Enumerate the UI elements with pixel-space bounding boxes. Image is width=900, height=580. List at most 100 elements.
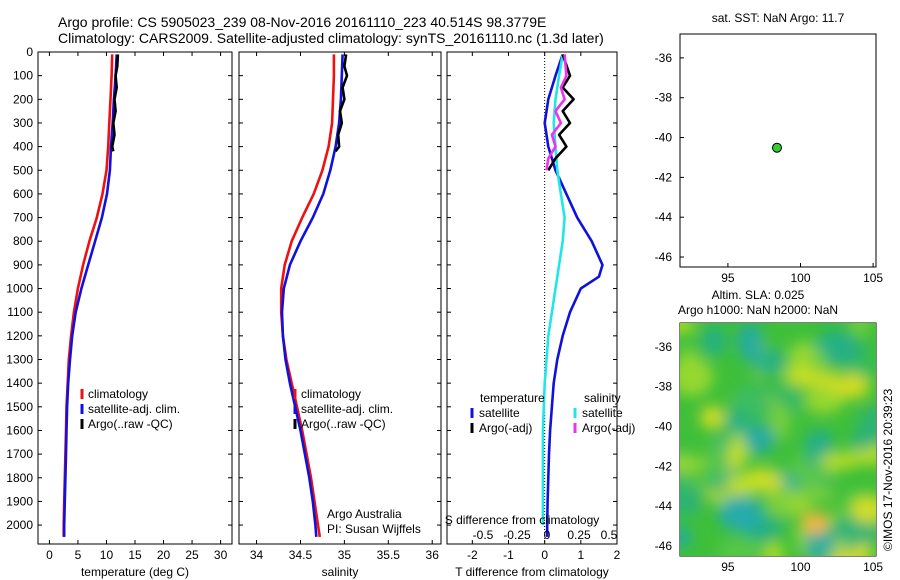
heatmap-blob — [701, 325, 726, 357]
heatmap-blob — [680, 527, 693, 548]
y-tick-label: -44 — [655, 210, 673, 224]
x-tick-label: 100 — [790, 271, 810, 285]
heatmap-blob — [724, 473, 769, 491]
legend-label-argo-raw-qc: Argo(..raw -QC) — [301, 417, 386, 431]
x-tick-label: 0 — [46, 548, 53, 562]
x-tick-label: 10 — [100, 548, 114, 562]
x-tick-label: 2 — [614, 548, 621, 562]
argo-position-marker — [771, 142, 782, 153]
x-tick-label: 34.5 — [289, 548, 313, 562]
y-tick-label: 900 — [13, 258, 33, 272]
y-tick-label: -46 — [655, 250, 673, 264]
y-tick-label: 0 — [26, 45, 33, 59]
y-tick-label: 800 — [13, 234, 33, 248]
y-tick-label: -36 — [655, 340, 673, 354]
heatmap-blob — [803, 530, 837, 556]
series-temperature-argo-adj — [547, 53, 575, 171]
x-tick-label: -1 — [503, 548, 514, 562]
y-tick-label: -36 — [655, 51, 673, 65]
heatmap-blob — [705, 441, 729, 479]
difference-profile-frame — [446, 51, 618, 545]
series-satellite-adj-clim — [280, 54, 344, 537]
y-tick-label: -46 — [655, 539, 673, 553]
series-climatology — [279, 54, 336, 538]
x-tick-label: 95 — [721, 271, 735, 285]
y-tick-label: -44 — [655, 499, 673, 513]
legend-label-satellite-adj-clim: satellite-adj. clim. — [301, 402, 393, 416]
x-tick-label: 15 — [128, 548, 142, 562]
heatmap-blobs — [680, 323, 876, 556]
y-tick-label: 1000 — [6, 282, 33, 296]
x-tick-label: 1 — [577, 548, 584, 562]
y-tick-label: 1400 — [6, 376, 33, 390]
heatmap-blob — [819, 452, 860, 470]
heatmap-blob — [765, 542, 784, 556]
heatmap-blob — [733, 384, 771, 423]
legend-label-satellite-adj-clim: satellite-adj. clim. — [88, 402, 180, 416]
heatmap-blob — [782, 365, 818, 386]
heatmap-cool-spot — [718, 495, 762, 531]
x-axis-label: salinity — [322, 565, 359, 579]
y-tick-label: 500 — [13, 163, 33, 177]
top-axis-label: S difference from climatology — [445, 513, 600, 527]
series-argo-raw-qc — [110, 54, 120, 152]
x-axis-label: temperature (deg C) — [81, 565, 189, 579]
heatmap-blob — [850, 323, 871, 336]
x-tick-label: 34 — [250, 548, 264, 562]
y-tick-label: -38 — [655, 91, 673, 105]
altimetry-heatmap — [680, 323, 876, 556]
series-salinity-argo-adj — [545, 54, 568, 171]
heatmap-blob — [765, 482, 794, 517]
annotation-text: Argo Australia — [327, 507, 402, 521]
series-temperature-satellite — [543, 53, 604, 537]
map-title-line2: Argo h1000: NaN h2000: NaN — [678, 303, 838, 317]
y-tick-label: 1300 — [6, 353, 33, 367]
map-title-line1: Altim. SLA: 0.025 — [712, 288, 805, 302]
y-tick-label: 200 — [13, 92, 33, 106]
heatmap-blob — [680, 454, 705, 474]
heatmap-blob — [717, 537, 765, 556]
heatmap-warm-spot — [801, 512, 829, 534]
x-tick-label: 35 — [338, 548, 352, 562]
series-climatology — [62, 54, 114, 537]
x-tick-label: 30 — [214, 548, 228, 562]
sst-map-frame — [679, 33, 877, 268]
figure-title-line2: Climatology: CARS2009. Satellite-adjuste… — [58, 30, 604, 46]
heatmap-blob — [743, 424, 776, 454]
y-tick-label: -40 — [655, 420, 673, 434]
y-tick-label: 400 — [13, 140, 33, 154]
y-tick-label: 1100 — [7, 305, 33, 319]
y-tick-label: -38 — [655, 380, 673, 394]
x-tick-label: 0 — [541, 548, 548, 562]
heatmap-blob — [680, 356, 713, 397]
y-tick-label: 700 — [13, 211, 33, 225]
x-tick-label: 105 — [863, 560, 883, 574]
heatmap-blob — [857, 405, 876, 445]
x-tick-label: 36 — [426, 548, 440, 562]
figure-title-line1: Argo profile: CS 5905023_239 08-Nov-2016… — [58, 14, 547, 30]
heatmap-blob — [804, 388, 844, 414]
x-axis-label: T difference from climatology — [455, 565, 609, 579]
x-tick-label: 95 — [721, 560, 735, 574]
legend-label-salinity-satellite: satellite — [582, 406, 623, 420]
legend-label-climatology: climatology — [301, 387, 361, 401]
top-tick-label: 0.25 — [567, 528, 591, 542]
legend-group-title: salinity — [584, 391, 621, 405]
heatmap-blob — [736, 323, 764, 360]
heatmap-blob — [800, 485, 836, 503]
temperature-profile-frame — [37, 51, 233, 545]
y-tick-label: 1800 — [6, 471, 33, 485]
y-tick-label: 1600 — [6, 423, 33, 437]
heatmap-blob — [680, 323, 696, 333]
y-tick-label: 1200 — [6, 329, 33, 343]
y-tick-label: 1500 — [6, 400, 33, 414]
annotation-text: PI: Susan Wijffels — [327, 522, 421, 536]
legend-group-title: temperature — [480, 391, 545, 405]
x-tick-label: 100 — [790, 560, 810, 574]
heatmap-blob — [832, 373, 871, 399]
x-tick-label: 35.5 — [377, 548, 401, 562]
y-tick-label: -40 — [655, 131, 673, 145]
y-tick-label: 600 — [13, 187, 33, 201]
y-tick-label: 1900 — [6, 494, 33, 508]
